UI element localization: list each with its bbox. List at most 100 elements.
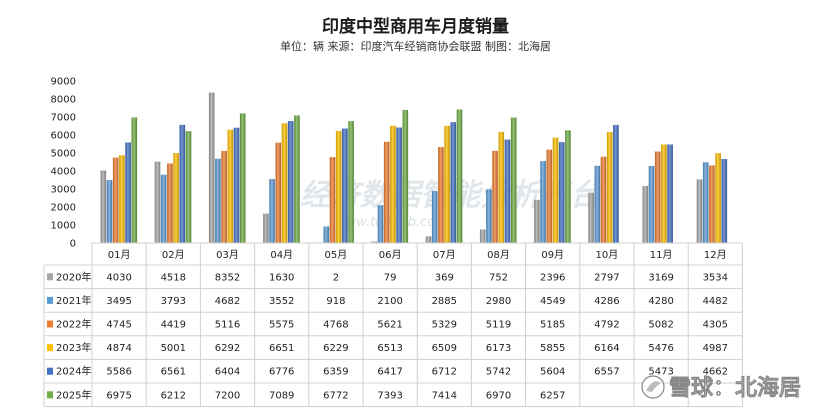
table-cell: 4305 [703, 320, 728, 331]
bar [348, 121, 354, 243]
bar [100, 170, 107, 243]
table-cell: 6712 [432, 367, 457, 378]
table-cell: 369 [435, 272, 454, 283]
table-cell: 4874 [106, 343, 131, 354]
table-cell: 2 [333, 272, 339, 283]
bar [648, 165, 655, 243]
category-label: 11月 [650, 249, 673, 261]
bar [215, 158, 221, 243]
chart-title: 印度中型商用车月度销量 [322, 17, 509, 37]
table-cell: 3793 [161, 296, 186, 307]
y-tick-label: 8000 [51, 95, 76, 106]
series-label: 2024年 [56, 365, 91, 378]
bar [208, 92, 215, 243]
bar [642, 185, 649, 243]
bar [106, 180, 113, 243]
legend-swatch [47, 296, 53, 304]
table-cell: 6359 [323, 367, 348, 378]
bar [335, 130, 342, 243]
table-cell: 5082 [648, 320, 673, 331]
category-label: 03月 [216, 249, 239, 261]
bar [444, 125, 450, 243]
bar [715, 153, 721, 243]
legend-swatch [47, 273, 53, 281]
bar [702, 162, 709, 243]
y-tick-label: 4000 [51, 167, 76, 178]
table-cell: 6513 [377, 343, 402, 354]
category-label: 10月 [596, 249, 619, 261]
bar [329, 157, 336, 243]
table-cell: 6561 [161, 367, 186, 378]
table-cell: 4768 [323, 320, 348, 331]
table-cell: 752 [489, 272, 508, 283]
bar [112, 157, 119, 243]
bar [431, 191, 438, 243]
y-tick-label: 2000 [51, 203, 76, 214]
bar [396, 127, 402, 243]
table-cell: 6257 [540, 390, 565, 401]
category-label: 12月 [704, 249, 727, 261]
category-label: 06月 [379, 249, 402, 261]
bar [294, 115, 300, 243]
y-tick-label: 1000 [51, 221, 76, 232]
bar [565, 130, 571, 243]
table-cell: 4419 [161, 320, 186, 331]
bar [709, 165, 715, 243]
bar [594, 165, 601, 243]
bar [269, 179, 275, 243]
table-cell: 2980 [486, 296, 511, 307]
y-tick-label: 0 [70, 239, 76, 250]
legend-swatch [47, 344, 53, 352]
bar [667, 144, 673, 243]
table-cell: 3169 [648, 272, 673, 283]
table-cell: 6229 [323, 343, 348, 354]
bar [323, 226, 330, 243]
table-cell: 4682 [215, 296, 240, 307]
table-cell: 79 [384, 272, 397, 283]
bar [654, 151, 661, 243]
bar [438, 147, 444, 243]
bar [552, 137, 559, 243]
bar [263, 213, 269, 243]
bar [119, 155, 125, 243]
table-cell: 5476 [648, 343, 673, 354]
y-axis: 0 1000 2000 3000 4000 5000 6000 7000 8000 9000 [51, 77, 76, 250]
bar [185, 131, 192, 243]
table-cell: 6173 [486, 343, 511, 354]
category-label: 02月 [162, 249, 185, 261]
snowball-logo-icon [641, 375, 665, 399]
series-label: 2022年 [56, 318, 91, 331]
table-cell: 4280 [648, 296, 673, 307]
table-cell: 4549 [540, 296, 565, 307]
table-cell: 6970 [486, 390, 511, 401]
table-cell: 1630 [269, 272, 294, 283]
table-cell: 6292 [215, 343, 240, 354]
series-label: 2023年 [56, 341, 91, 354]
bar [534, 199, 540, 243]
table-cell: 3552 [269, 296, 294, 307]
bar [498, 131, 505, 243]
category-label: 05月 [325, 249, 348, 261]
bar [479, 229, 486, 243]
bar [227, 129, 234, 243]
bar [402, 109, 409, 244]
table-cell: 6404 [215, 367, 240, 378]
bar [390, 125, 396, 243]
table-cell: 6417 [377, 367, 402, 378]
table-cell: 4482 [703, 296, 728, 307]
bar [239, 113, 246, 244]
table-cell: 7393 [377, 390, 402, 401]
table-cell: 5329 [432, 320, 457, 331]
table-cell: 6164 [594, 343, 619, 354]
brand: 雪球：北海居 [641, 375, 801, 401]
bar [125, 142, 131, 243]
bar [371, 241, 378, 243]
table-cell: 5001 [161, 343, 186, 354]
table-cell: 4987 [703, 343, 728, 354]
table-cell: 3534 [703, 272, 728, 283]
table-cell: 3495 [106, 296, 131, 307]
bar [588, 192, 594, 243]
bar [287, 121, 294, 243]
bar [154, 161, 161, 243]
